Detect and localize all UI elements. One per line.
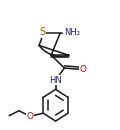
Text: S: S — [39, 27, 45, 37]
Text: HN: HN — [49, 76, 62, 85]
Text: O: O — [27, 112, 33, 121]
Text: O: O — [80, 65, 87, 74]
Text: NH₂: NH₂ — [64, 28, 80, 37]
